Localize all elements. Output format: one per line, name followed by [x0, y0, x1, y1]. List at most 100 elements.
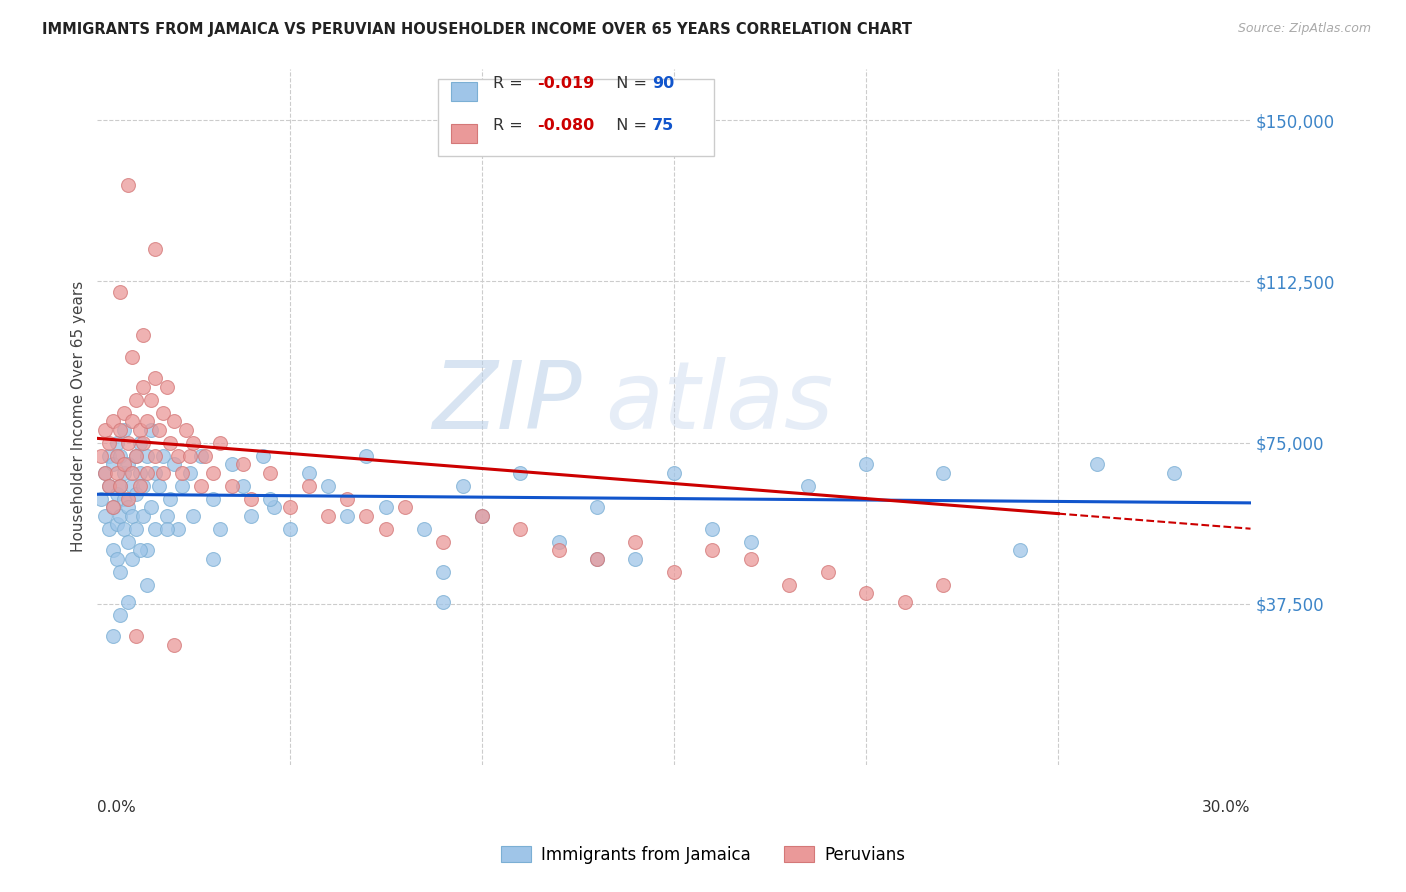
Point — [112, 457, 135, 471]
Point — [117, 491, 139, 506]
Point — [201, 466, 224, 480]
Point — [112, 522, 135, 536]
Point — [586, 500, 609, 515]
Point — [509, 522, 531, 536]
Point — [101, 543, 124, 558]
Point — [190, 449, 212, 463]
Point — [125, 449, 148, 463]
Point — [117, 435, 139, 450]
Point — [101, 500, 124, 515]
Text: N =: N = — [606, 77, 652, 91]
Point — [471, 508, 494, 523]
Point — [132, 508, 155, 523]
Point — [932, 577, 955, 591]
Point — [97, 478, 120, 492]
Point — [125, 449, 148, 463]
Point — [105, 551, 128, 566]
Point — [136, 466, 159, 480]
FancyBboxPatch shape — [451, 124, 477, 143]
Point — [259, 466, 281, 480]
Point — [94, 466, 117, 480]
Point — [121, 466, 143, 480]
Point — [112, 466, 135, 480]
Point — [143, 449, 166, 463]
Point — [110, 508, 132, 523]
Text: N =: N = — [606, 118, 652, 133]
Point — [740, 551, 762, 566]
Point — [97, 435, 120, 450]
Point — [374, 500, 396, 515]
Point — [179, 466, 201, 480]
Point — [1163, 466, 1185, 480]
Point — [97, 522, 120, 536]
Point — [117, 500, 139, 515]
Point — [105, 435, 128, 450]
Point — [105, 487, 128, 501]
Point — [194, 449, 217, 463]
Point — [170, 478, 193, 492]
Point — [128, 543, 150, 558]
Point — [624, 534, 647, 549]
Point — [141, 392, 163, 407]
Text: R =: R = — [494, 77, 527, 91]
Point — [221, 457, 243, 471]
Point — [702, 522, 724, 536]
Point — [152, 466, 174, 480]
Point — [101, 457, 124, 471]
Point — [141, 500, 163, 515]
Point — [201, 551, 224, 566]
Point — [110, 478, 132, 492]
Point — [624, 551, 647, 566]
Point — [155, 522, 177, 536]
Text: 75: 75 — [652, 118, 675, 133]
Point — [121, 350, 143, 364]
Point — [90, 491, 112, 506]
Point — [893, 595, 915, 609]
Text: -0.080: -0.080 — [537, 118, 593, 133]
Point — [451, 478, 474, 492]
Point — [209, 522, 232, 536]
Point — [547, 534, 569, 549]
Point — [143, 466, 166, 480]
Point — [143, 522, 166, 536]
Point — [148, 423, 170, 437]
Point — [163, 638, 186, 652]
Point — [125, 522, 148, 536]
Point — [316, 508, 339, 523]
Point — [155, 380, 177, 394]
Point — [155, 508, 177, 523]
Point — [159, 435, 181, 450]
Point — [586, 551, 609, 566]
Point — [547, 543, 569, 558]
Point — [105, 466, 128, 480]
Point — [110, 285, 132, 300]
Point — [110, 423, 132, 437]
Point — [179, 449, 201, 463]
Point — [94, 466, 117, 480]
Point — [817, 565, 839, 579]
Point — [125, 392, 148, 407]
Point — [336, 508, 359, 523]
Point — [132, 478, 155, 492]
Point — [121, 478, 143, 492]
Point — [209, 435, 232, 450]
Text: 30.0%: 30.0% — [1202, 800, 1250, 815]
Text: IMMIGRANTS FROM JAMAICA VS PERUVIAN HOUSEHOLDER INCOME OVER 65 YEARS CORRELATION: IMMIGRANTS FROM JAMAICA VS PERUVIAN HOUS… — [42, 22, 912, 37]
Point — [432, 595, 454, 609]
Point — [336, 491, 359, 506]
Point — [117, 178, 139, 192]
Point — [105, 449, 128, 463]
Point — [163, 414, 186, 428]
FancyBboxPatch shape — [451, 82, 477, 102]
Point — [278, 522, 301, 536]
Point — [702, 543, 724, 558]
Point — [132, 328, 155, 343]
Point — [112, 406, 135, 420]
Point — [413, 522, 436, 536]
Text: R =: R = — [494, 118, 527, 133]
Point — [128, 423, 150, 437]
Point — [778, 577, 800, 591]
Point — [121, 414, 143, 428]
Point — [128, 435, 150, 450]
Point — [259, 491, 281, 506]
